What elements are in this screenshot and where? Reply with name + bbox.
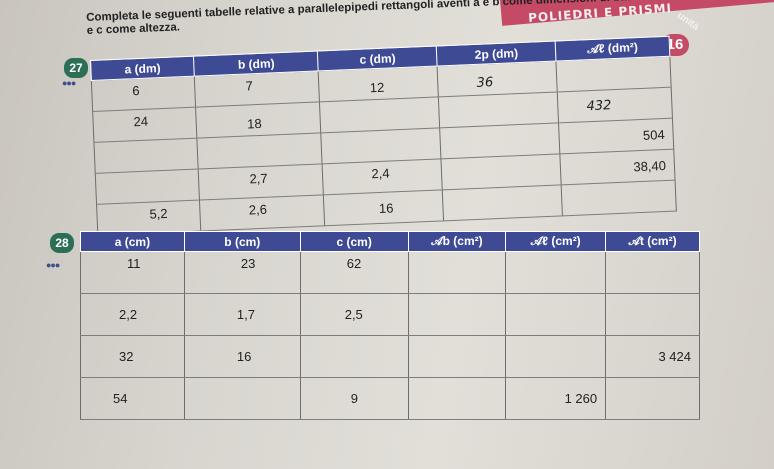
table-cell[interactable] bbox=[605, 293, 700, 336]
exercise-28-table: a (cm) b (cm) c (cm) 𝒜b (cm²) 𝒜ℓ (cm²) 𝒜… bbox=[80, 231, 700, 420]
column-header: c (cm) bbox=[299, 231, 409, 252]
table-cell[interactable]: 2,2 bbox=[80, 293, 185, 336]
table-header-row: a (cm) b (cm) c (cm) 𝒜b (cm²) 𝒜ℓ (cm²) 𝒜… bbox=[80, 231, 700, 252]
table-row: 32 16 3 424 bbox=[80, 335, 700, 378]
handwritten-answer[interactable]: 36 bbox=[437, 60, 558, 97]
table-cell[interactable] bbox=[505, 335, 607, 378]
table-cell[interactable]: 2,5 bbox=[299, 293, 409, 336]
table-cell[interactable]: 3 424 bbox=[605, 335, 700, 378]
table-cell[interactable] bbox=[442, 184, 563, 221]
table-cell[interactable]: 54 bbox=[80, 377, 185, 420]
table-cell[interactable] bbox=[561, 180, 677, 216]
table-cell[interactable]: 2,4 bbox=[322, 158, 443, 195]
column-header: b (cm) bbox=[183, 231, 301, 252]
difficulty-dots-icon: ●●● bbox=[62, 78, 76, 88]
handwritten-answer[interactable]: 432 bbox=[557, 87, 673, 123]
table-cell[interactable]: 6 bbox=[91, 76, 196, 112]
column-header: 𝒜b (cm²) bbox=[407, 231, 507, 252]
table-cell[interactable] bbox=[407, 335, 507, 378]
table-cell[interactable]: 12 bbox=[318, 65, 439, 102]
table-cell[interactable]: 1,7 bbox=[183, 293, 301, 336]
exercise-28-number: 28 bbox=[50, 233, 74, 253]
table-cell[interactable] bbox=[441, 153, 562, 190]
table-cell[interactable]: 16 bbox=[183, 335, 301, 378]
difficulty-dots-icon: ●●● bbox=[46, 260, 60, 270]
table-cell[interactable]: 38,40 bbox=[560, 149, 676, 185]
unit-label: unità bbox=[675, 10, 701, 33]
table-cell[interactable] bbox=[556, 56, 672, 92]
table-cell[interactable] bbox=[299, 335, 409, 378]
column-header: 𝒜ℓ (cm²) bbox=[505, 231, 607, 252]
table-cell[interactable]: 23 bbox=[183, 251, 301, 294]
table-cell[interactable] bbox=[93, 138, 199, 174]
table-cell[interactable]: 2,6 bbox=[199, 194, 326, 231]
table-cell[interactable] bbox=[407, 293, 507, 336]
column-header: 𝒜t (cm²) bbox=[605, 231, 700, 252]
exercise-instruction: Completa le seguenti tabelle relative a … bbox=[86, 0, 640, 37]
table-cell[interactable] bbox=[505, 251, 607, 294]
exercise-27-table: a (dm) b (dm) c (dm) 2p (dm) 𝒜ℓ (dm²) 6 … bbox=[90, 36, 677, 236]
table-cell[interactable] bbox=[95, 169, 200, 205]
table-cell[interactable] bbox=[321, 127, 442, 164]
table-cell[interactable]: 1 260 bbox=[505, 377, 607, 420]
table-cell[interactable] bbox=[319, 96, 440, 133]
table-cell[interactable]: 24 bbox=[92, 107, 198, 143]
column-header: a (cm) bbox=[80, 231, 185, 252]
table-cell[interactable] bbox=[407, 251, 507, 294]
table-row: 54 9 1 260 bbox=[80, 377, 700, 420]
table-row: 2,2 1,7 2,5 bbox=[80, 293, 700, 336]
table-cell[interactable]: 504 bbox=[558, 118, 674, 154]
table-cell[interactable] bbox=[439, 122, 561, 159]
table-cell[interactable]: 9 bbox=[299, 377, 409, 420]
table-row: 11 23 62 bbox=[80, 251, 700, 294]
exercise-27-number: 27 bbox=[64, 58, 88, 78]
table-cell[interactable]: 32 bbox=[80, 335, 185, 378]
table-cell[interactable]: 16 bbox=[323, 189, 444, 226]
table-cell[interactable] bbox=[183, 377, 301, 420]
table-cell[interactable] bbox=[605, 377, 700, 420]
table-cell[interactable]: 62 bbox=[299, 251, 409, 294]
table-cell[interactable] bbox=[407, 377, 507, 420]
table-cell[interactable] bbox=[505, 293, 607, 336]
table-cell[interactable] bbox=[438, 91, 559, 128]
table-cell[interactable]: 11 bbox=[80, 251, 185, 294]
table-cell[interactable] bbox=[605, 251, 700, 294]
